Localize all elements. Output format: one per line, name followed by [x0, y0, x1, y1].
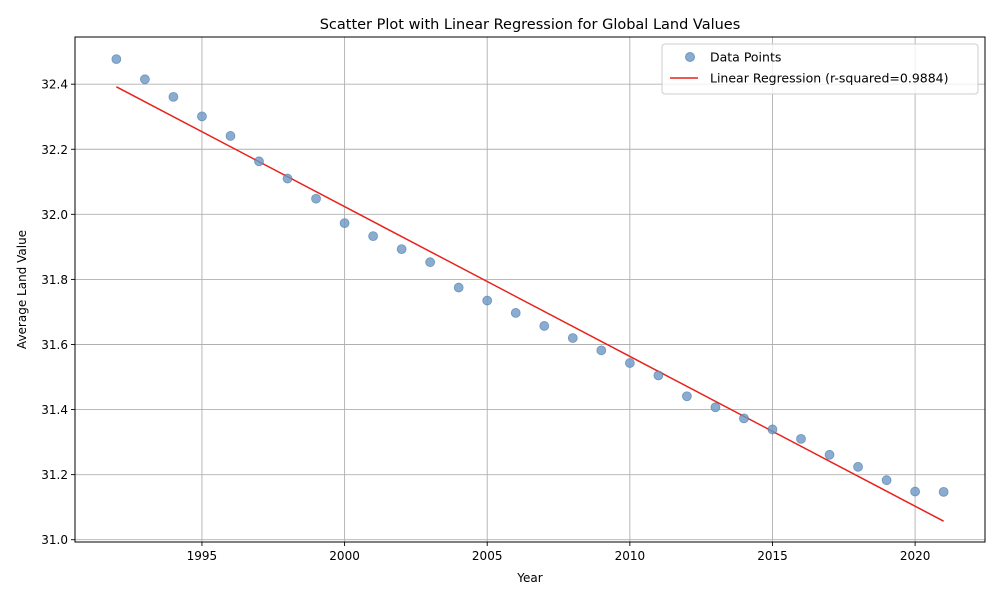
x-tick-label: 1995: [187, 549, 218, 563]
data-point: [624, 358, 635, 368]
points-layer: [111, 54, 949, 497]
y-tick-label: 32.4: [41, 78, 68, 92]
y-tick-label: 31.0: [41, 533, 68, 547]
chart-title: Scatter Plot with Linear Regression for …: [320, 17, 741, 33]
plot-frame: [74, 36, 986, 543]
y-tick-label: 31.2: [41, 468, 68, 482]
data-point: [567, 333, 578, 343]
data-point: [681, 391, 692, 402]
data-point: [824, 449, 835, 460]
y-tick-label: 31.8: [41, 273, 68, 287]
tick-layer: 1995 2000 2005 2010 2015 2020 31.0 31.2 31.4 31.6…: [41, 78, 930, 563]
y-tick-label: 32.2: [41, 143, 68, 157]
y-tick-label: 31.6: [41, 338, 68, 352]
x-axis-label: Year: [516, 571, 542, 585]
y-axis-label: Average Land Value: [15, 230, 29, 349]
data-point: [282, 173, 293, 184]
y-tick-label: 32.0: [41, 208, 68, 222]
y-tick-label: 31.4: [41, 403, 68, 417]
x-tick-label: 2005: [472, 549, 503, 563]
legend-label-data-points: Data Points: [710, 50, 781, 65]
data-point: [881, 475, 892, 486]
data-point: [710, 402, 721, 413]
x-tick-label: 2000: [329, 549, 360, 563]
data-point: [510, 308, 521, 318]
data-point: [938, 486, 949, 497]
data-point: [796, 433, 806, 444]
data-point: [197, 111, 207, 122]
data-point: [396, 244, 407, 255]
data-point: [853, 461, 863, 472]
data-point: [425, 257, 436, 268]
x-tick-label: 2010: [615, 549, 646, 563]
data-point: [111, 54, 122, 65]
data-point: [653, 370, 664, 381]
data-point: [739, 413, 749, 424]
regression-line: [116, 86, 944, 522]
x-tick-label: 2020: [900, 549, 931, 563]
data-point: [596, 345, 607, 356]
data-point: [339, 218, 350, 229]
legend-label-regression: Linear Regression (r-squared=0.9884): [710, 71, 949, 86]
data-point: [910, 486, 921, 497]
x-tick-label: 2015: [757, 549, 788, 563]
data-point: [139, 74, 150, 85]
data-point: [767, 424, 778, 435]
grid-layer: [75, 37, 985, 542]
data-point: [482, 295, 493, 306]
data-point: [453, 282, 464, 293]
data-point: [368, 231, 379, 242]
data-point: [225, 131, 236, 141]
data-point: [539, 321, 550, 331]
legend-box: [661, 43, 979, 95]
legend: Data Points Linear Regression (r-squared…: [661, 43, 979, 95]
legend-marker-data-points: [685, 52, 695, 62]
data-point: [168, 91, 179, 102]
data-point: [254, 156, 264, 167]
regression-layer: [116, 86, 944, 522]
data-point: [311, 193, 321, 204]
